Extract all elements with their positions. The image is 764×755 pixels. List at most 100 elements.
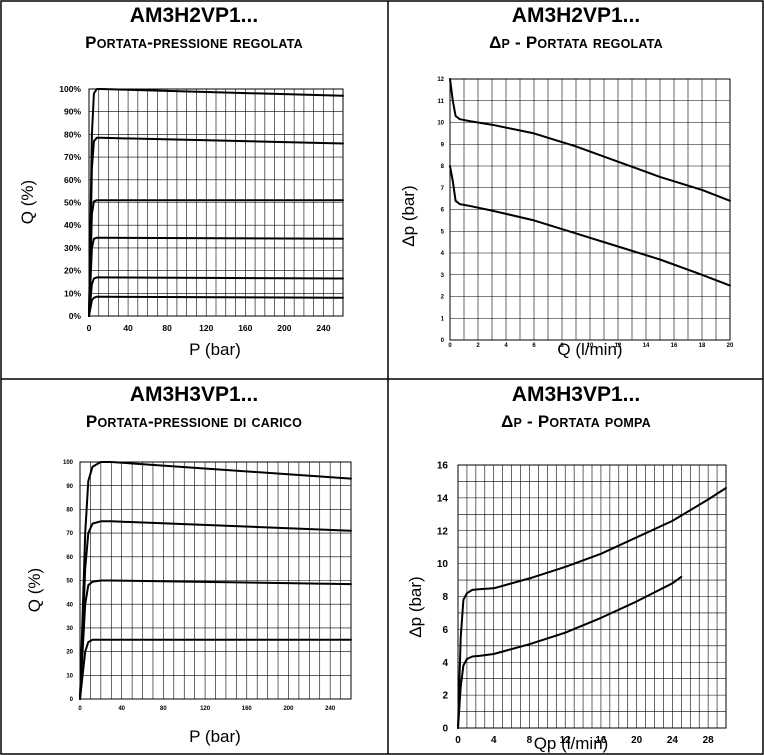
x-tick-label: 0 xyxy=(455,735,461,746)
chart-plot: 0 40 80 120 160 200 240 0 10 20 30 40 50 60 70 80 90 100 P… xyxy=(25,460,352,746)
x-tick-label: 6 xyxy=(532,343,536,349)
x-tick-label: 160 xyxy=(242,706,253,712)
chart-subtitle-text: ΔP - PORTATA REGOLATA xyxy=(489,33,663,52)
y-tick-label: 30% xyxy=(64,243,81,253)
chart-panel-2: AM3H2VP1... ΔP - PORTATA REGOLATA 0 2 4 6 8 1… xyxy=(388,0,764,379)
chart-panel-4: AM3H3VP1... ΔP - PORTATA POMPA 0 4 8 12 16 20… xyxy=(388,379,764,755)
x-tick-label: 120 xyxy=(200,706,211,712)
x-tick-label: 12 xyxy=(615,343,622,349)
plot-area-border xyxy=(79,461,352,700)
y-tick-label: 60% xyxy=(64,175,81,185)
y-tick-label: 30 xyxy=(66,626,73,632)
y-tick-label: 60 xyxy=(66,555,73,561)
y-tick-label: 14 xyxy=(437,493,449,504)
y-axis-label: Q (%) xyxy=(18,180,37,224)
y-tick-label: 0 xyxy=(442,724,448,735)
x-axis-label: Qp (l/min) xyxy=(534,734,609,753)
chart-panel-3: AM3H3VP1... PORTATA-PRESSIONE DI CARICO … xyxy=(0,379,388,755)
chart-subtitle-text: PORTATA-PRESSIONE REGOLATA xyxy=(85,33,303,52)
y-tick-label: 1 xyxy=(441,316,445,322)
x-tick-label: 8 xyxy=(560,343,564,349)
series-line xyxy=(457,487,727,729)
y-tick-label: 7 xyxy=(441,186,445,192)
series-line xyxy=(449,165,731,287)
x-tick-label: 20 xyxy=(727,343,734,349)
series-line xyxy=(79,579,352,700)
chart-title: AM3H3VP1... xyxy=(129,383,259,406)
chart-subtitle-text: ΔP - PORTATA POMPA xyxy=(501,412,651,431)
plot-area-border xyxy=(457,464,727,729)
x-tick-label: 16 xyxy=(595,735,607,746)
x-tick-label: 0 xyxy=(448,343,452,349)
plot-area-border xyxy=(449,78,731,341)
y-tick-label: 70% xyxy=(64,152,81,162)
y-tick-label: 20% xyxy=(64,266,81,276)
y-tick-label: 90% xyxy=(64,107,81,117)
series-line xyxy=(79,461,352,700)
y-tick-label: 100% xyxy=(59,84,81,94)
x-tick-label: 200 xyxy=(277,323,291,333)
y-tick-label: 10 xyxy=(66,673,73,679)
y-tick-label: 5 xyxy=(441,229,445,235)
series-line xyxy=(88,276,344,317)
y-tick-label: 4 xyxy=(442,658,448,669)
x-tick-label: 18 xyxy=(699,343,706,349)
series-line xyxy=(88,136,344,317)
chart-subtitle: PORTATA-PRESSIONE REGOLATA xyxy=(0,33,388,53)
y-tick-label: 2 xyxy=(441,295,445,301)
y-tick-label: 100 xyxy=(63,460,74,466)
y-tick-label: 6 xyxy=(442,625,448,636)
y-axis-label: Δp (bar) xyxy=(406,576,425,637)
y-tick-label: 20 xyxy=(66,650,73,656)
x-tick-label: 240 xyxy=(325,706,336,712)
x-tick-label: 80 xyxy=(160,706,167,712)
y-tick-label: 80% xyxy=(64,129,81,139)
y-tick-label: 12 xyxy=(437,526,449,537)
y-tick-label: 40 xyxy=(66,602,73,608)
y-tick-label: 8 xyxy=(441,164,445,170)
x-tick-label: 16 xyxy=(671,343,678,349)
y-tick-label: 50 xyxy=(66,579,73,585)
y-tick-label: 8 xyxy=(442,592,448,603)
x-tick-label: 120 xyxy=(199,323,213,333)
series-line xyxy=(79,638,352,700)
x-tick-label: 28 xyxy=(703,735,715,746)
y-tick-label: 70 xyxy=(66,531,73,537)
y-tick-label: 0 xyxy=(441,338,445,344)
y-tick-label: 2 xyxy=(442,691,448,702)
y-tick-label: 10% xyxy=(64,288,81,298)
y-tick-label: 10 xyxy=(437,121,444,127)
series-line xyxy=(88,199,344,317)
y-tick-label: 4 xyxy=(441,251,445,257)
x-tick-label: 80 xyxy=(162,323,172,333)
y-tick-label: 40% xyxy=(64,220,81,230)
x-tick-label: 10 xyxy=(587,343,594,349)
y-tick-label: 12 xyxy=(437,77,444,83)
x-axis-label: Q (l/min) xyxy=(557,340,622,359)
y-tick-label: 16 xyxy=(437,461,449,472)
y-tick-label: 80 xyxy=(66,508,73,514)
x-tick-label: 2 xyxy=(476,343,480,349)
y-axis-label: Q (%) xyxy=(25,568,44,612)
chart-subtitle: ΔP - PORTATA REGOLATA xyxy=(388,33,764,53)
chart-panel-1: AM3H2VP1... PORTATA-PRESSIONE REGOLATA 0… xyxy=(0,0,388,379)
x-tick-label: 4 xyxy=(491,735,497,746)
y-tick-label: 6 xyxy=(441,208,445,214)
series-line xyxy=(449,78,731,202)
x-tick-label: 160 xyxy=(238,323,252,333)
y-axis-label: Δp (bar) xyxy=(399,185,418,246)
x-tick-label: 8 xyxy=(527,735,533,746)
chart-subtitle: ΔP - PORTATA POMPA xyxy=(388,412,764,432)
y-tick-label: 90 xyxy=(66,484,73,490)
chart-subtitle-text: PORTATA-PRESSIONE DI CARICO xyxy=(85,412,303,431)
y-tick-label: 9 xyxy=(441,142,445,148)
y-tick-label: 50% xyxy=(64,197,81,207)
chart-title: AM3H2VP1... xyxy=(129,4,259,27)
y-tick-label: 10 xyxy=(437,559,449,570)
series-line xyxy=(88,236,344,317)
